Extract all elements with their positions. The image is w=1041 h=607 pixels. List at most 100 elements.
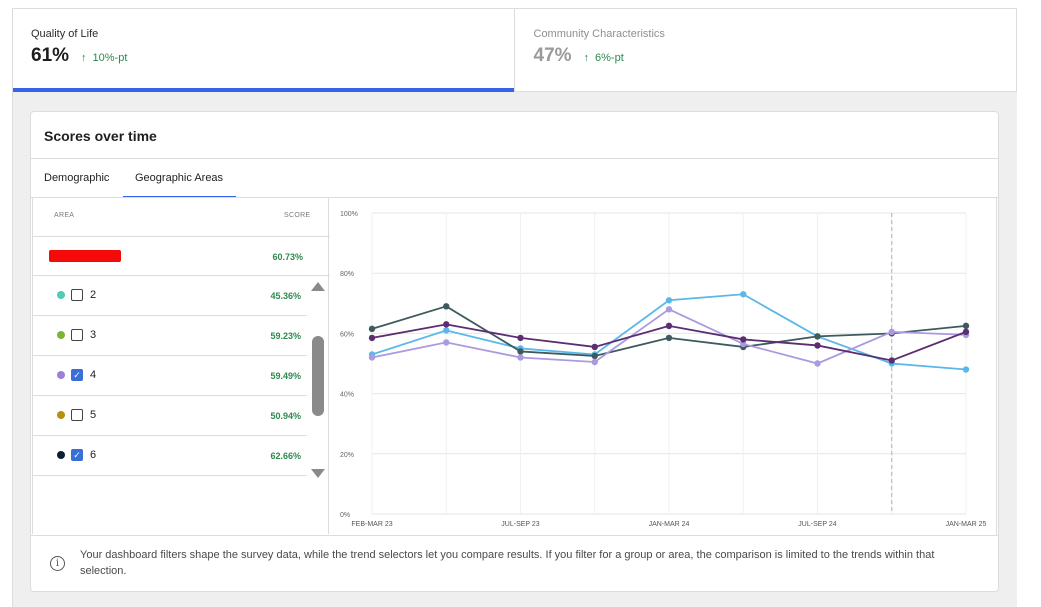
- divider: [31, 535, 998, 536]
- data-point: [814, 333, 821, 340]
- tab-geographic-areas[interactable]: Geographic Areas: [123, 159, 236, 197]
- table-row[interactable]: 2 45.36%: [33, 276, 307, 316]
- scores-over-time-panel: Scores over time Demographic Geographic …: [30, 111, 999, 592]
- tab-demographic[interactable]: Demographic: [44, 172, 110, 184]
- active-card-indicator: [13, 88, 514, 92]
- data-point: [740, 340, 747, 348]
- panel-title: Scores over time: [44, 128, 157, 144]
- y-tick-label: 40%: [340, 392, 354, 399]
- row-label: 2: [90, 289, 97, 301]
- data-point: [443, 327, 450, 334]
- score-cards: Quality of Life 61% ↑ 10%-pt Community C…: [12, 8, 1017, 92]
- row-score: 59.23%: [270, 331, 301, 341]
- card-delta: ↑ 10%-pt: [81, 52, 127, 64]
- series-color-dot: [57, 411, 65, 419]
- data-point: [443, 303, 450, 310]
- data-point: [443, 339, 450, 346]
- table-row-total[interactable]: 60.73%: [33, 236, 330, 276]
- scores-line-chart: 0% 20% 40% 60% 80% 100% FEB-MAR 23 JUL-SEP 23 JA…: [330, 198, 997, 535]
- data-point: [591, 352, 598, 360]
- series-color-dot: [57, 371, 65, 379]
- info-note-text: Your dashboard filters shape the survey …: [80, 549, 935, 577]
- data-point: [368, 334, 376, 342]
- redacted-label: [49, 250, 121, 262]
- row-score: 45.36%: [270, 291, 301, 301]
- table-row[interactable]: ✓ 6 62.66%: [33, 436, 307, 476]
- data-point: [665, 297, 673, 304]
- divider: [31, 197, 998, 198]
- row-score: 60.73%: [272, 252, 303, 262]
- arrow-up-icon: ↑: [81, 52, 87, 64]
- card-delta-text: 6%-pt: [595, 52, 624, 64]
- series-color-dot: [57, 331, 65, 339]
- y-tick-label: 20%: [340, 452, 354, 459]
- row-checkbox[interactable]: [71, 289, 83, 301]
- table-row[interactable]: ✓ 4 59.49%: [33, 356, 307, 396]
- data-point: [591, 358, 598, 366]
- row-checkbox[interactable]: [71, 409, 83, 421]
- x-tick-label: FEB-MAR 23: [351, 521, 392, 528]
- card-delta: ↑ 6%-pt: [584, 52, 624, 64]
- y-tick-label: 100%: [340, 211, 358, 218]
- x-tick-label: JUL-SEP 23: [501, 521, 539, 528]
- data-point: [962, 322, 970, 330]
- scrollbar-thumb[interactable]: [312, 336, 324, 416]
- data-point: [665, 322, 673, 330]
- data-point: [888, 357, 895, 364]
- data-point: [740, 291, 747, 298]
- row-checkbox[interactable]: [71, 329, 83, 341]
- arrow-up-icon: ↑: [583, 52, 590, 64]
- column-header-score: SCORE: [284, 212, 311, 219]
- data-point: [443, 321, 450, 328]
- y-tick-label: 60%: [340, 331, 354, 338]
- data-point: [368, 354, 376, 361]
- table-row[interactable]: 5 50.94%: [33, 396, 307, 436]
- row-checkbox[interactable]: ✓: [71, 369, 83, 381]
- row-score: 59.49%: [270, 371, 301, 381]
- row-label: 5: [90, 409, 97, 421]
- series-color-dot: [57, 291, 65, 299]
- row-label: 3: [90, 329, 97, 341]
- data-point: [814, 360, 821, 367]
- card-community-characteristics[interactable]: Community Characteristics 47% ↑ 6%-pt: [513, 9, 1017, 91]
- x-tick-label: JAN-MAR 25: [946, 521, 987, 528]
- x-tick-label: JAN-MAR 24: [649, 521, 690, 528]
- data-point: [517, 334, 524, 342]
- card-quality-of-life[interactable]: Quality of Life 61% ↑ 10%-pt: [13, 9, 514, 92]
- data-point: [665, 306, 673, 313]
- x-tick-label: JUL-SEP 24: [798, 521, 836, 528]
- column-header-area: AREA: [54, 212, 75, 219]
- scroll-down-arrow-icon[interactable]: [311, 469, 325, 478]
- y-tick-label: 80%: [340, 271, 354, 278]
- info-icon: i: [50, 556, 65, 571]
- card-delta-text: 10%-pt: [92, 52, 128, 64]
- data-point: [962, 328, 970, 336]
- data-point: [814, 342, 821, 349]
- y-tick-label: 0%: [340, 512, 350, 519]
- data-point: [665, 334, 673, 342]
- series-color-dot: [57, 451, 65, 459]
- table-row[interactable]: 3 59.23%: [33, 316, 307, 356]
- chart-svg: 0% 20% 40% 60% 80% 100% FEB-MAR 23 JUL-SEP 23 JA…: [340, 211, 987, 528]
- card-title: Community Characteristics: [533, 28, 665, 40]
- row-checkbox[interactable]: ✓: [71, 449, 83, 461]
- row-score: 50.94%: [270, 411, 301, 421]
- data-point: [740, 336, 747, 343]
- row-label: 6: [90, 449, 97, 461]
- data-point: [962, 366, 970, 373]
- area-score-table: AREA SCORE 60.73% 2 45.36% 3 59.23% ✓: [32, 198, 330, 534]
- data-point: [368, 325, 376, 333]
- data-point: [591, 343, 598, 351]
- data-point: [517, 348, 524, 355]
- data-point: [517, 354, 524, 361]
- card-value: 47%: [533, 45, 572, 66]
- divider: [31, 158, 998, 159]
- card-title: Quality of Life: [31, 28, 99, 40]
- row-label: 4: [90, 369, 97, 381]
- tab-bar: Demographic Geographic Areas: [31, 159, 998, 197]
- scroll-up-arrow-icon[interactable]: [311, 282, 325, 291]
- card-value: 61%: [31, 45, 70, 66]
- row-score: 62.66%: [270, 451, 301, 461]
- data-point: [888, 328, 895, 336]
